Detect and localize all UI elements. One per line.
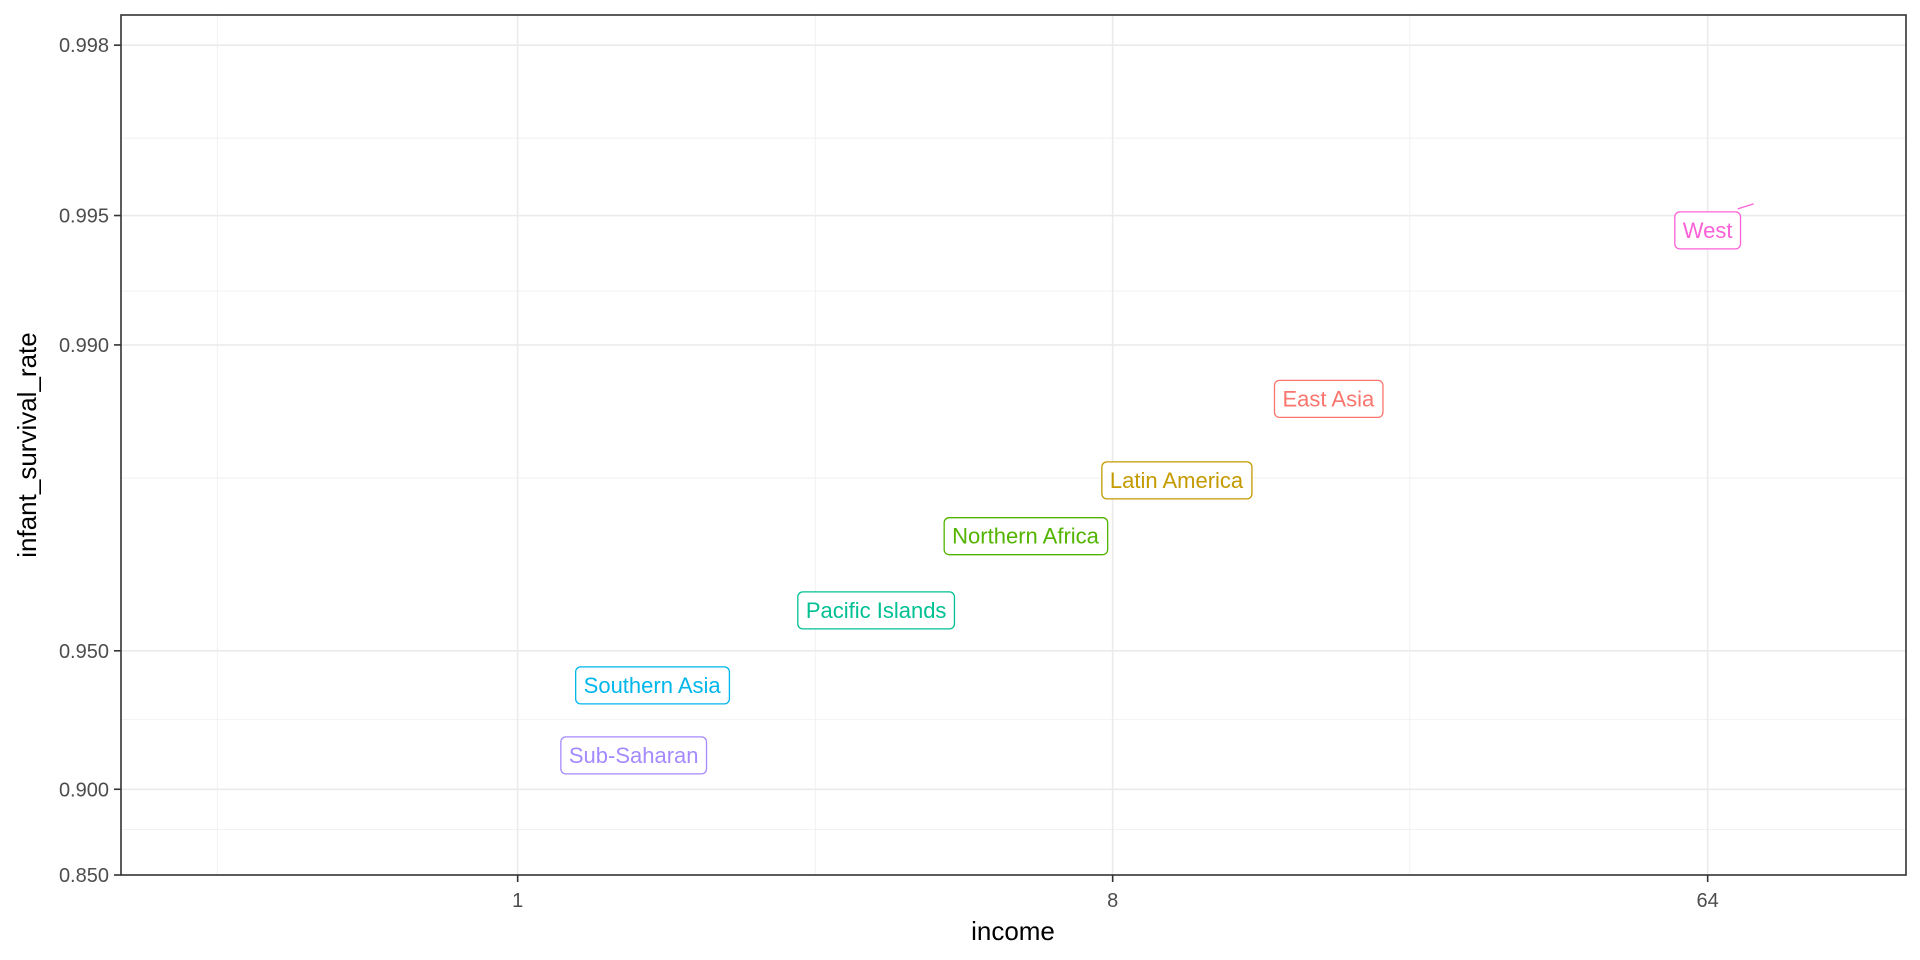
x-axis-title: income xyxy=(971,916,1055,946)
axis-ticks: 1 8 64 0.850 0.900 0.950 0.990 0.995 0.998 xyxy=(59,35,1719,912)
point-label-east-asia: East Asia xyxy=(1273,379,1384,419)
label-text: Latin America xyxy=(1110,468,1244,493)
label-box xyxy=(1674,211,1742,250)
label-box xyxy=(1101,461,1253,500)
label-text: Sub-Saharan xyxy=(569,743,699,768)
y-tick-label: 0.900 xyxy=(59,779,109,801)
label-box xyxy=(797,591,956,630)
plot-panel-border xyxy=(120,14,1907,876)
x-tick-label: 1 xyxy=(512,890,523,912)
label-text: Southern Asia xyxy=(584,673,722,698)
label-text: Pacific Islands xyxy=(806,598,947,623)
label-text: West xyxy=(1683,218,1733,243)
y-tick-label: 0.998 xyxy=(59,35,109,57)
label-text: East Asia xyxy=(1282,386,1374,411)
label-text: Northern Africa xyxy=(952,524,1099,549)
point-label-southern-asia: Southern Asia xyxy=(575,666,731,705)
west-segment xyxy=(1737,203,1754,210)
label-box xyxy=(560,736,708,775)
y-tick-label: 0.990 xyxy=(59,335,109,357)
y-tick-label: 0.950 xyxy=(59,641,109,663)
point-label-sub-saharan: Sub-Saharan xyxy=(560,736,708,775)
x-tick-label: 64 xyxy=(1697,890,1719,912)
y-axis-title: infant_survival_rate xyxy=(12,332,42,557)
grid xyxy=(121,15,1906,875)
y-tick-label: 0.850 xyxy=(59,865,109,887)
point-label-latin-america: Latin America xyxy=(1101,461,1253,500)
point-labels: East Asia Latin America Northern Africa Pac… xyxy=(560,203,1754,775)
y-tick-label: 0.995 xyxy=(59,206,109,228)
point-label-west: West xyxy=(1674,211,1742,250)
label-box xyxy=(1273,379,1384,419)
x-tick-label: 8 xyxy=(1107,890,1118,912)
label-box xyxy=(943,517,1109,556)
point-label-pacific-islands: Pacific Islands xyxy=(797,591,956,630)
point-label-northern-africa: Northern Africa xyxy=(943,517,1109,556)
label-box xyxy=(575,666,731,705)
